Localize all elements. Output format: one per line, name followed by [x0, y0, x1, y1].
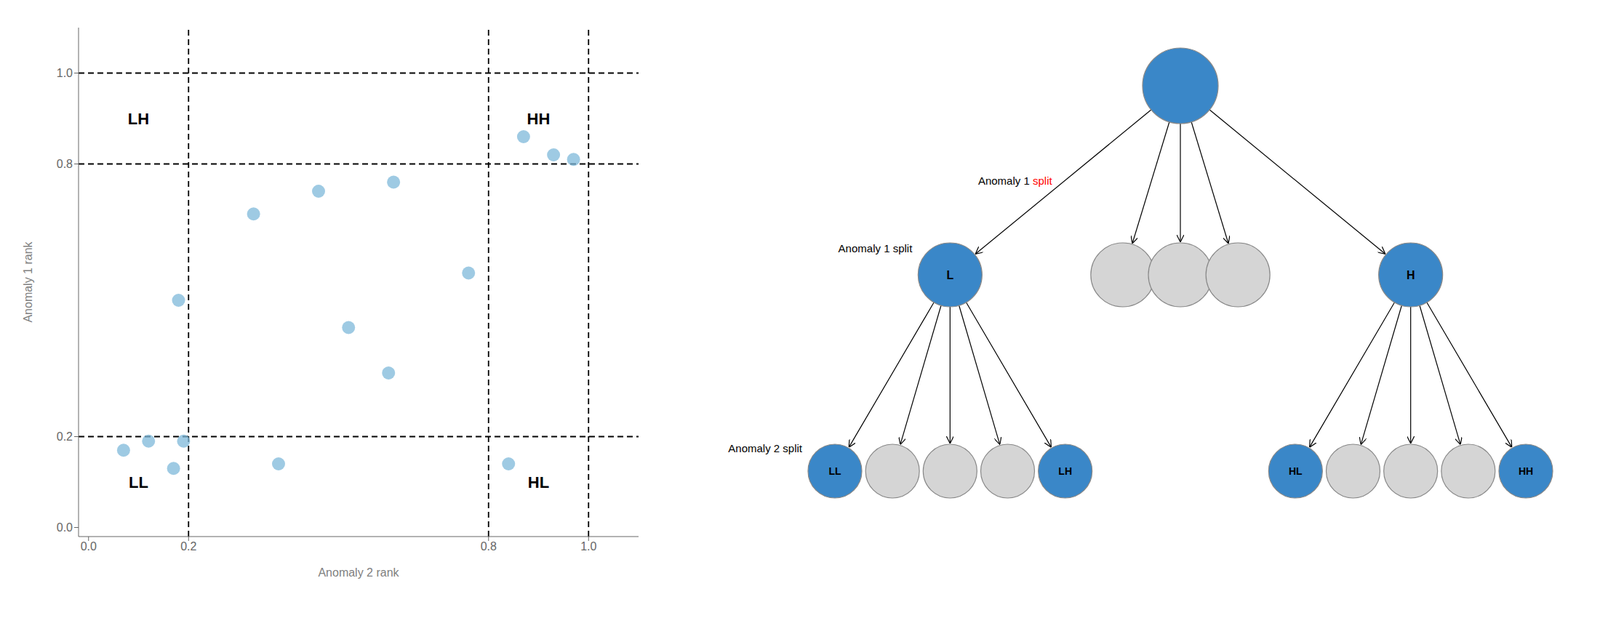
- svg-text:0.2: 0.2: [180, 540, 197, 553]
- svg-text:0.8: 0.8: [56, 157, 73, 171]
- svg-text:1.0: 1.0: [56, 66, 73, 80]
- svg-text:L: L: [946, 269, 954, 282]
- svg-text:Anomaly 1 split: Anomaly 1 split: [838, 242, 914, 255]
- svg-text:LL: LL: [128, 473, 149, 492]
- svg-text:H: H: [1406, 269, 1416, 282]
- svg-text:0.8: 0.8: [480, 540, 497, 553]
- svg-text:Anomaly 1 rank: Anomaly 1 rank: [21, 240, 35, 323]
- svg-text:HL: HL: [528, 473, 550, 492]
- svg-text:0.0: 0.0: [80, 540, 97, 553]
- svg-text:LH: LH: [128, 109, 150, 128]
- svg-text:HH: HH: [1518, 465, 1534, 478]
- svg-text:HL: HL: [1288, 465, 1303, 478]
- svg-text:Anomaly 2 rank: Anomaly 2 rank: [317, 566, 400, 579]
- svg-text:0.0: 0.0: [56, 521, 73, 534]
- svg-text:LL: LL: [828, 465, 842, 478]
- svg-text:Anomaly 2 split: Anomaly 2 split: [728, 442, 803, 455]
- svg-text:1.0: 1.0: [580, 540, 597, 553]
- svg-text:LH: LH: [1058, 465, 1072, 478]
- svg-text:HH: HH: [527, 109, 551, 128]
- svg-text:Anomaly 1 split: Anomaly 1 split: [978, 174, 1054, 187]
- svg-text:0.2: 0.2: [56, 430, 73, 443]
